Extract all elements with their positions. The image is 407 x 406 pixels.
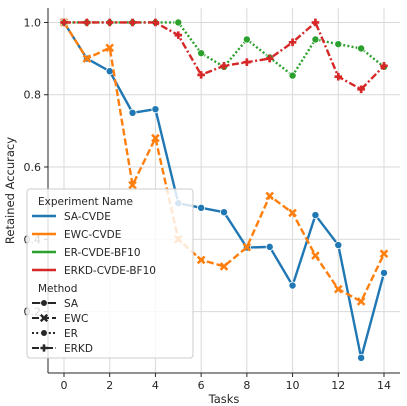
legend-label-sa: SA-CVDE <box>64 211 111 223</box>
data-point-erkd <box>197 71 205 79</box>
data-point-sa <box>311 211 320 220</box>
legend-experiment-items: SA-CVDE EWC-CVDE ER-CVDE-BF10 ERKD-CVDE-BF1… <box>32 211 156 277</box>
data-point-erkd <box>265 54 274 63</box>
x-tick-label: 2 <box>106 379 113 392</box>
series-line-ewc <box>62 21 386 303</box>
data-point-er <box>288 71 297 80</box>
x-tick-label: 12 <box>331 379 345 392</box>
data-point-erkd <box>243 58 251 66</box>
x-ticks: 0 2 4 6 8 10 12 14 <box>61 373 391 392</box>
series-lines <box>59 18 389 362</box>
data-point-erkd <box>334 72 343 81</box>
x-tick-label: 10 <box>286 379 300 392</box>
data-point-erkd <box>105 18 114 27</box>
data-point-erkd <box>311 18 320 27</box>
data-point-sa <box>105 67 114 76</box>
legend-title-method: Method <box>38 283 77 295</box>
data-point-ewc <box>105 43 115 53</box>
data-point-sa <box>128 108 137 117</box>
data-point-erkd <box>174 31 183 39</box>
data-point-erkd <box>128 18 137 27</box>
data-point-er <box>197 49 206 58</box>
data-point-ewc <box>379 249 389 259</box>
legend-box <box>26 188 194 359</box>
data-point-ewc <box>242 242 252 252</box>
data-point-sa <box>219 208 228 217</box>
data-point-er <box>242 35 251 44</box>
x-tick-label: 0 <box>61 379 68 392</box>
data-point-erkd <box>151 18 160 27</box>
data-point-ewc <box>333 284 343 294</box>
legend-method-marker-sa <box>40 299 48 307</box>
data-point-sa <box>379 268 388 277</box>
data-point-ewc <box>151 133 160 143</box>
legend-method-label-erkd: ERKD <box>64 343 93 355</box>
data-point-sa <box>334 241 343 250</box>
legend-method-label-er: ER <box>64 328 78 340</box>
data-point-sa <box>151 105 160 114</box>
legend-label-ewc: EWC-CVDE <box>64 229 121 241</box>
x-tick-label: 14 <box>377 379 391 392</box>
data-point-ewc <box>311 251 320 260</box>
data-point-ewc <box>265 191 275 201</box>
data-point-erkd <box>60 18 68 27</box>
y-tick-label: 1.0 <box>24 16 42 29</box>
y-axis-label: Retained Accuracy <box>3 137 17 244</box>
x-tick-label: 6 <box>198 379 205 392</box>
data-point-erkd <box>357 85 365 94</box>
data-point-sa <box>197 203 206 212</box>
grid <box>48 8 400 373</box>
x-tick-label: 8 <box>243 379 250 392</box>
data-point-ewc <box>196 255 206 265</box>
legend: Experiment Name SA-CVDE EWC-CVDE ER-CVDE-B… <box>26 188 194 359</box>
legend-label-er: ER-CVDE-BF10 <box>64 247 141 259</box>
legend-method-label-sa: SA <box>64 298 79 310</box>
legend-method-marker-ewc <box>39 313 49 323</box>
data-point-sa <box>357 353 366 362</box>
data-point-ewc <box>219 262 229 271</box>
x-tick-label: 4 <box>152 379 159 392</box>
data-point-erkd <box>220 62 228 70</box>
legend-method-marker-erkd <box>40 344 48 352</box>
legend-label-erkd: ERKD-CVDE-BF10 <box>64 265 156 277</box>
legend-method-items: SA EWC ER ERKD <box>32 298 93 355</box>
data-point-sa <box>265 242 274 251</box>
data-point-er <box>311 35 320 44</box>
data-point-erkd <box>380 62 388 70</box>
y-tick-label: 0.6 <box>24 161 42 174</box>
legend-method-marker-er <box>40 329 48 337</box>
series-erkd <box>60 18 388 94</box>
data-point-erkd <box>83 18 91 27</box>
data-point-ewc <box>288 208 297 218</box>
legend-method-label-ewc: EWC <box>64 313 88 325</box>
x-axis-label: Tasks <box>208 392 240 406</box>
data-point-erkd <box>288 38 297 47</box>
data-point-ewc <box>356 297 366 306</box>
data-point-er <box>174 18 183 27</box>
data-point-ewc <box>82 54 92 63</box>
data-point-ewc <box>128 180 137 190</box>
data-point-er <box>357 44 366 53</box>
data-point-er <box>334 40 343 49</box>
legend-title-experiment: Experiment Name <box>38 196 133 208</box>
y-tick-label: 0.8 <box>24 89 42 102</box>
data-point-sa <box>288 281 297 290</box>
